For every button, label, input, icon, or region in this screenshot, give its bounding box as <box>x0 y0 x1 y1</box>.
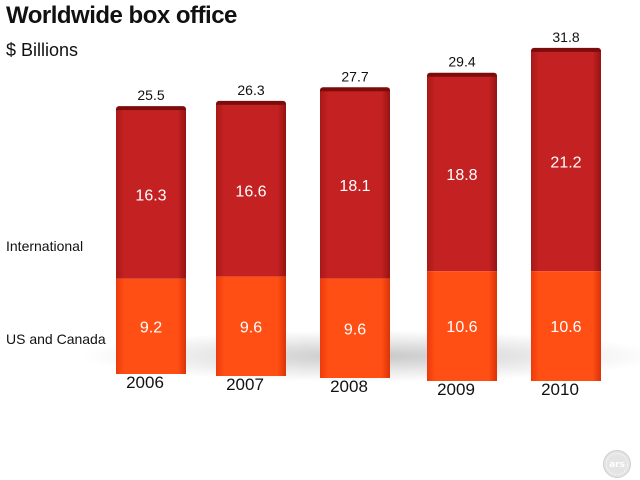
category-label-2008: 2008 <box>330 377 368 396</box>
series-label-international: International <box>6 238 83 254</box>
ars-logo: ars <box>603 450 631 478</box>
category-label-2010: 2010 <box>541 380 579 399</box>
value-label-us-canada-2007: 9.6 <box>240 319 262 336</box>
category-label-2007: 2007 <box>226 375 264 394</box>
bar-international-2010 <box>531 51 601 272</box>
value-label-international-2008: 18.1 <box>339 178 370 195</box>
series-label-us-and-canada: US and Canada <box>6 331 106 347</box>
value-label-us-canada-2010: 10.6 <box>550 319 581 336</box>
bar-us-canada-2006 <box>116 278 186 374</box>
chart-title: Worldwide box office <box>6 2 237 29</box>
bar-us-canada-2007 <box>216 276 286 376</box>
bar-international-2008 <box>320 91 390 279</box>
bar-international-2009 <box>427 76 497 272</box>
value-label-us-canada-2006: 9.2 <box>140 319 162 336</box>
value-label-us-canada-2009: 10.6 <box>446 319 477 336</box>
value-label-international-2009: 18.8 <box>446 167 477 184</box>
ars-logo-text: ars <box>609 460 625 470</box>
bar-international-2007 <box>216 104 286 277</box>
bar-us-canada-2010 <box>531 271 601 381</box>
total-label-2008: 27.7 <box>341 68 368 84</box>
value-label-international-2010: 21.2 <box>550 155 581 172</box>
bar-us-canada-2008 <box>320 278 390 378</box>
chart-subtitle: $ Billions <box>6 40 79 60</box>
value-label-international-2007: 16.6 <box>235 184 266 201</box>
value-label-us-canada-2008: 9.6 <box>344 321 366 338</box>
bar-international-2006 <box>116 110 186 279</box>
category-label-2006: 2006 <box>126 373 164 392</box>
total-label-2010: 31.8 <box>552 29 579 45</box>
bar-us-canada-2009 <box>427 271 497 381</box>
total-label-2006: 25.5 <box>137 87 164 103</box>
total-label-2007: 26.3 <box>237 82 264 98</box>
category-label-2009: 2009 <box>437 380 475 399</box>
value-label-international-2006: 16.3 <box>135 187 166 204</box>
total-label-2009: 29.4 <box>448 54 475 70</box>
